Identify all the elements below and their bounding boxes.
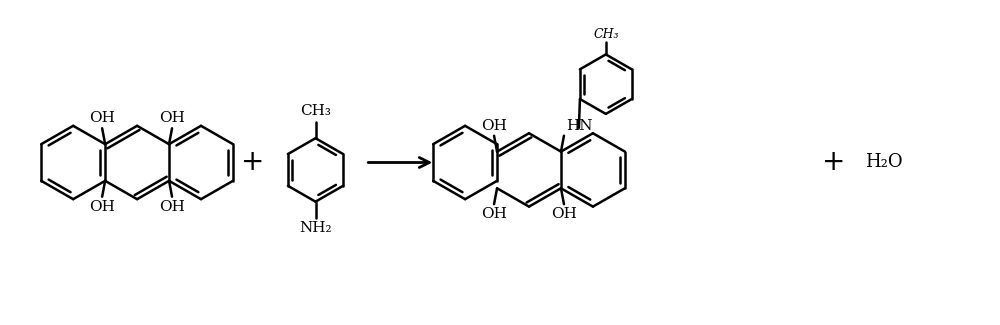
- Text: H₂O: H₂O: [865, 153, 903, 172]
- Text: OH: OH: [89, 200, 115, 214]
- Text: OH: OH: [481, 207, 507, 221]
- Text: OH: OH: [481, 119, 507, 133]
- Text: HN: HN: [566, 119, 592, 133]
- Text: +: +: [822, 149, 846, 176]
- Text: OH: OH: [159, 111, 185, 125]
- Text: CH₃: CH₃: [300, 104, 331, 118]
- Text: OH: OH: [159, 200, 185, 214]
- Text: CH₃: CH₃: [593, 28, 619, 41]
- Text: NH₂: NH₂: [299, 222, 332, 236]
- Text: +: +: [241, 149, 264, 176]
- Text: OH: OH: [89, 111, 115, 125]
- Text: OH: OH: [551, 207, 577, 221]
